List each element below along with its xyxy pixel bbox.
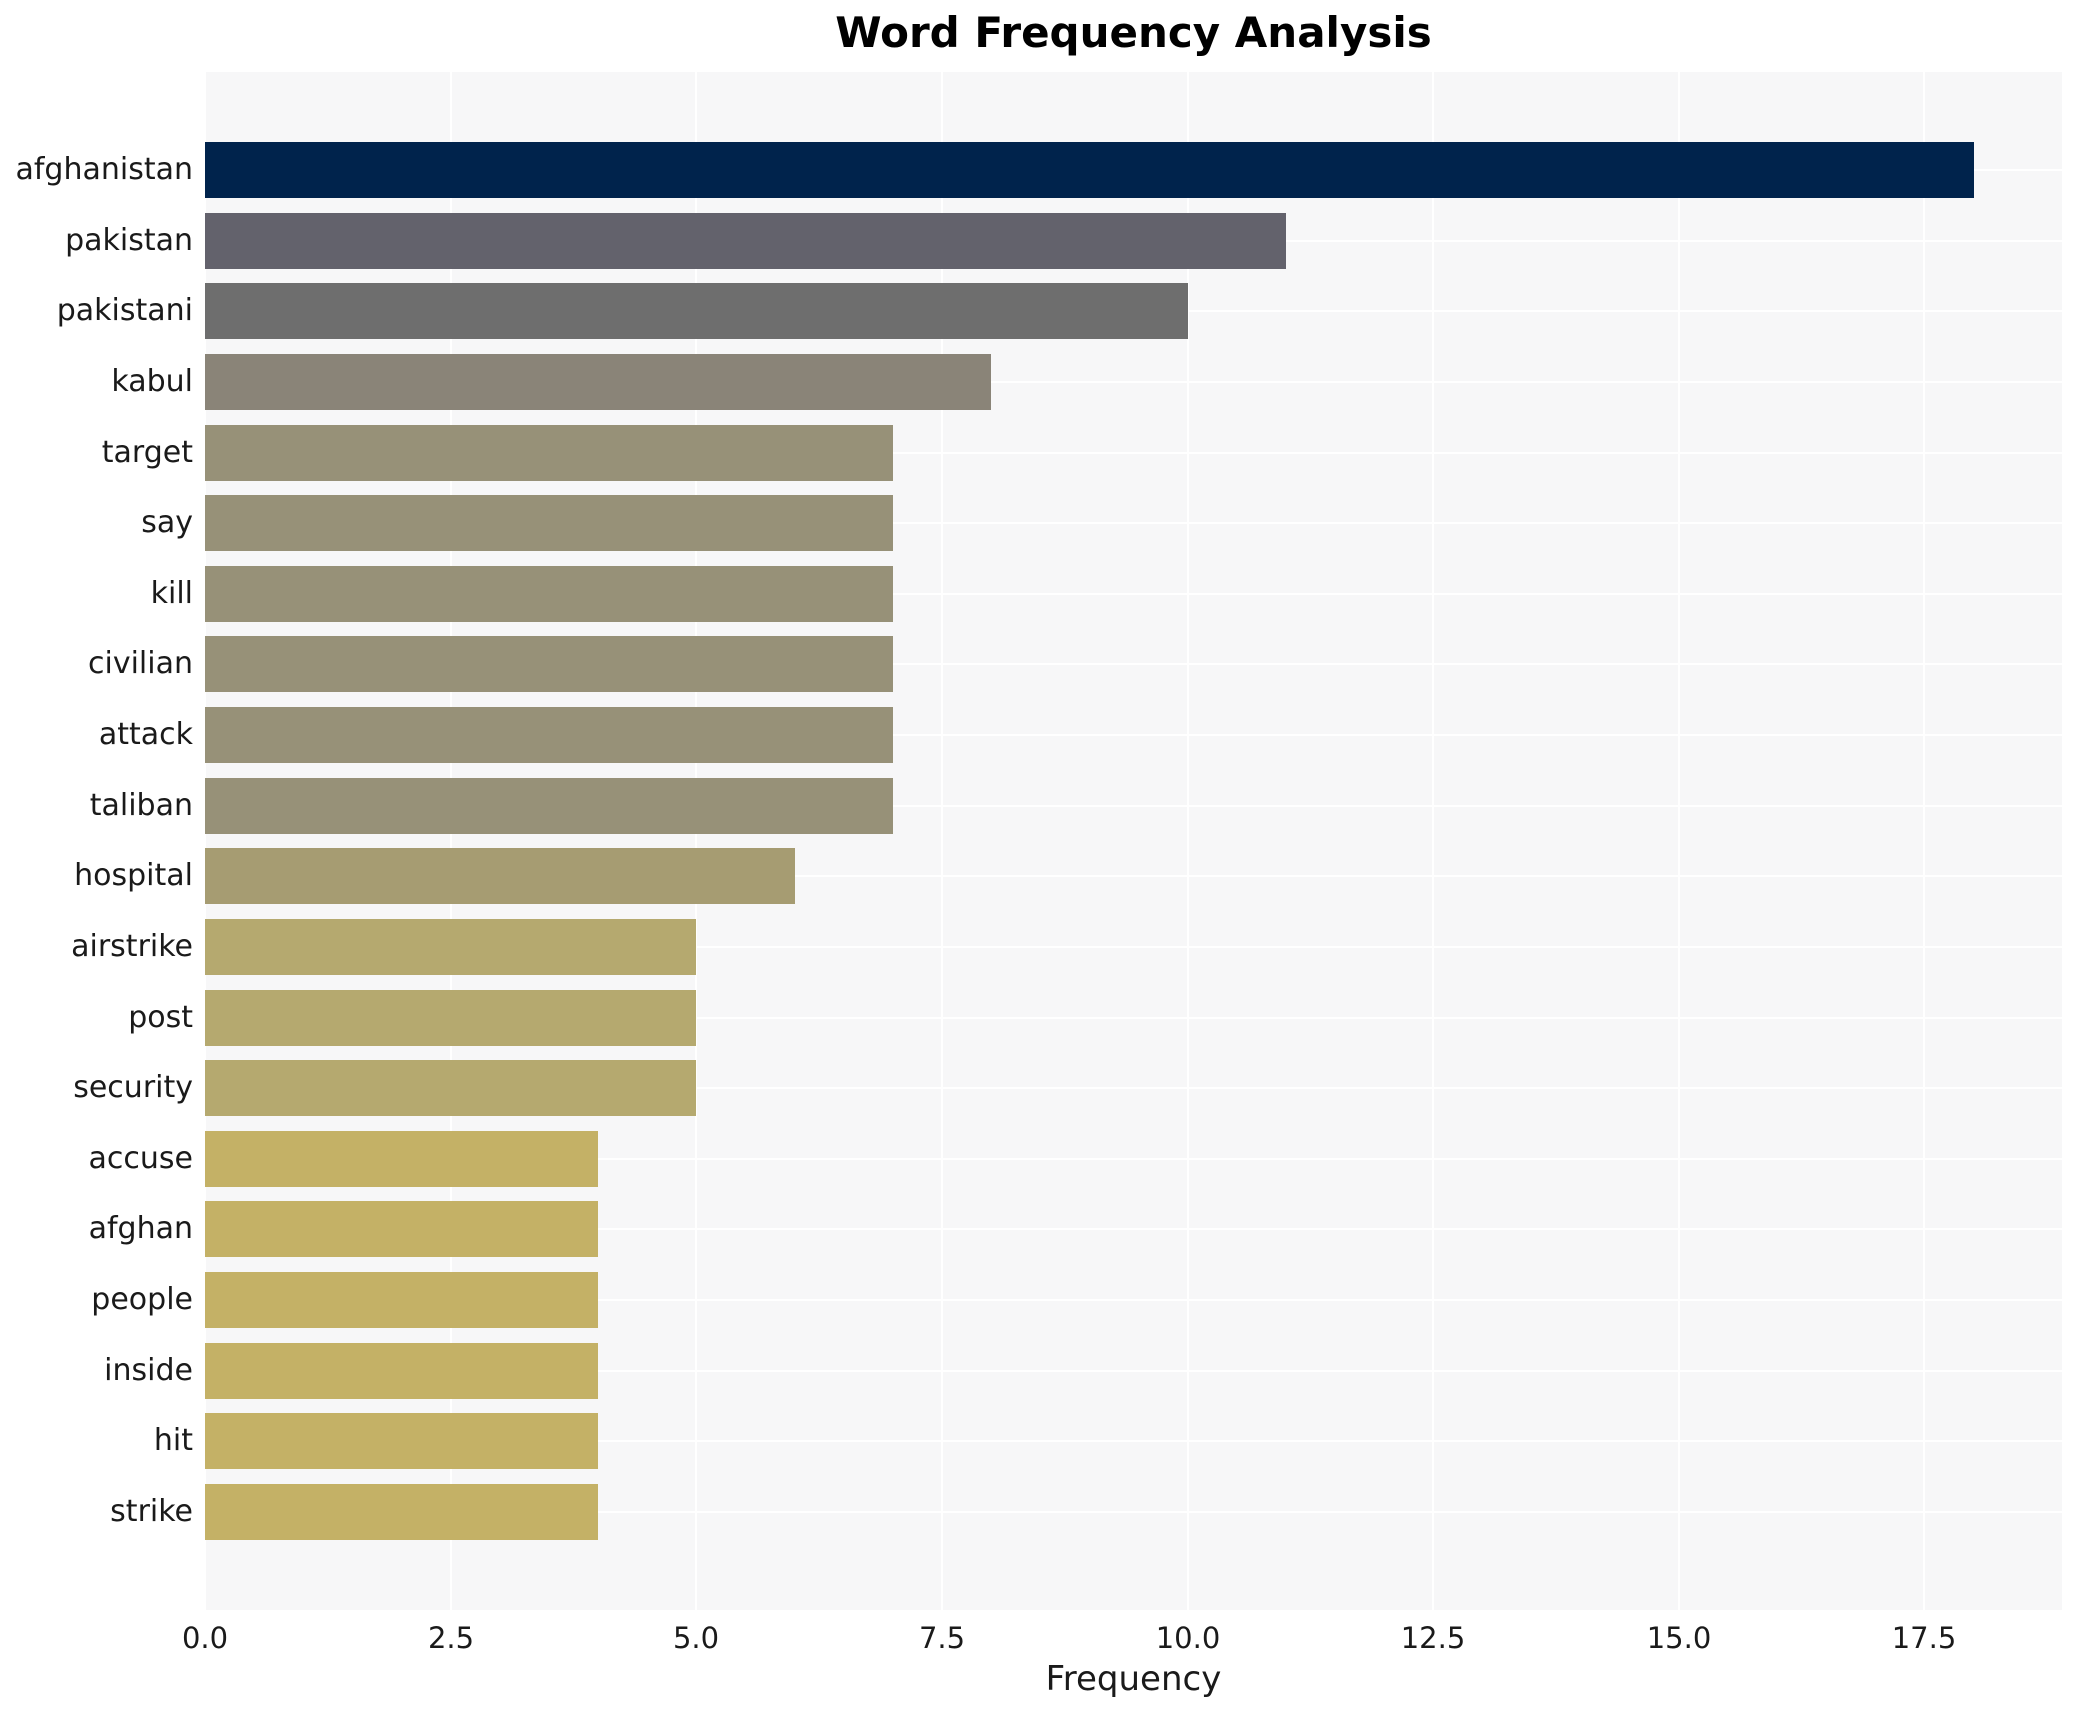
y-gridline-hit	[205, 1440, 2062, 1442]
y-gridline-post	[205, 1017, 2062, 1019]
y-tick-label-airstrike: airstrike	[71, 929, 193, 964]
bar-airstrike	[205, 919, 696, 975]
y-gridline-attack	[205, 734, 2062, 736]
y-tick-label-kill: kill	[150, 576, 193, 611]
bar-accuse	[205, 1131, 598, 1187]
bar-taliban	[205, 778, 893, 834]
bar-civilian	[205, 636, 893, 692]
y-tick-label-hospital: hospital	[74, 858, 193, 893]
bar-target	[205, 425, 893, 481]
chart-title: Word Frequency Analysis	[835, 8, 1432, 57]
y-gridline-target	[205, 452, 2062, 454]
y-tick-label-inside: inside	[104, 1353, 193, 1388]
y-tick-label-taliban: taliban	[89, 788, 193, 823]
y-gridline-airstrike	[205, 946, 2062, 948]
y-gridline-kill	[205, 593, 2062, 595]
x-tick-label-10.0: 10.0	[1155, 1621, 1221, 1655]
y-tick-label-pakistan: pakistan	[65, 223, 193, 258]
plot-area	[204, 72, 2062, 1610]
y-tick-label-afghanistan: afghanistan	[15, 152, 193, 187]
y-gridline-accuse	[205, 1158, 2062, 1160]
y-gridline-inside	[205, 1370, 2062, 1372]
y-tick-label-accuse: accuse	[88, 1141, 193, 1176]
bar-hit	[205, 1413, 598, 1469]
bar-people	[205, 1272, 598, 1328]
bar-inside	[205, 1343, 598, 1399]
y-gridline-civilian	[205, 663, 2062, 665]
y-tick-label-civilian: civilian	[88, 646, 193, 681]
bar-post	[205, 990, 696, 1046]
y-tick-label-attack: attack	[98, 717, 193, 752]
y-tick-label-post: post	[128, 1000, 193, 1035]
bar-hospital	[205, 848, 795, 904]
x-gridline-2.5	[450, 72, 452, 1610]
x-tick-label-7.5: 7.5	[918, 1621, 966, 1655]
x-gridline-12.5	[1432, 72, 1434, 1610]
x-gridline-17.5	[1923, 72, 1925, 1610]
y-gridline-hospital	[205, 875, 2062, 877]
bar-security	[205, 1060, 696, 1116]
y-gridline-kabul	[205, 381, 2062, 383]
bar-kabul	[205, 354, 991, 410]
y-tick-label-security: security	[73, 1070, 193, 1105]
x-tick-label-15.0: 15.0	[1646, 1621, 1712, 1655]
y-gridline-strike	[205, 1511, 2062, 1513]
bar-afghan	[205, 1201, 598, 1257]
x-tick-label-12.5: 12.5	[1400, 1621, 1466, 1655]
x-gridline-7.5	[941, 72, 943, 1610]
y-gridline-say	[205, 522, 2062, 524]
x-tick-label-17.5: 17.5	[1891, 1621, 1957, 1655]
y-gridline-security	[205, 1087, 2062, 1089]
bar-pakistan	[205, 213, 1286, 269]
x-gridline-5.0	[695, 72, 697, 1610]
y-tick-label-strike: strike	[110, 1494, 193, 1529]
bar-say	[205, 495, 893, 551]
bar-afghanistan	[205, 142, 1974, 198]
bar-pakistani	[205, 283, 1188, 339]
y-tick-label-kabul: kabul	[111, 364, 193, 399]
y-gridline-people	[205, 1299, 2062, 1301]
y-gridline-afghan	[205, 1228, 2062, 1230]
y-tick-label-target: target	[101, 435, 193, 470]
x-gridline-15.0	[1678, 72, 1680, 1610]
bar-strike	[205, 1484, 598, 1540]
x-gridline-0.0	[204, 72, 206, 1610]
y-tick-label-people: people	[91, 1282, 193, 1317]
y-gridline-taliban	[205, 805, 2062, 807]
bar-kill	[205, 566, 893, 622]
bar-attack	[205, 707, 893, 763]
y-tick-label-hit: hit	[153, 1423, 193, 1458]
x-axis-title: Frequency	[1045, 1659, 1222, 1699]
x-gridline-10.0	[1187, 72, 1189, 1610]
y-tick-label-pakistani: pakistani	[56, 293, 193, 328]
x-tick-label-0.0: 0.0	[181, 1621, 229, 1655]
x-tick-label-5.0: 5.0	[672, 1621, 720, 1655]
y-tick-label-afghan: afghan	[88, 1211, 193, 1246]
y-tick-label-say: say	[141, 505, 193, 540]
x-tick-label-2.5: 2.5	[427, 1621, 475, 1655]
